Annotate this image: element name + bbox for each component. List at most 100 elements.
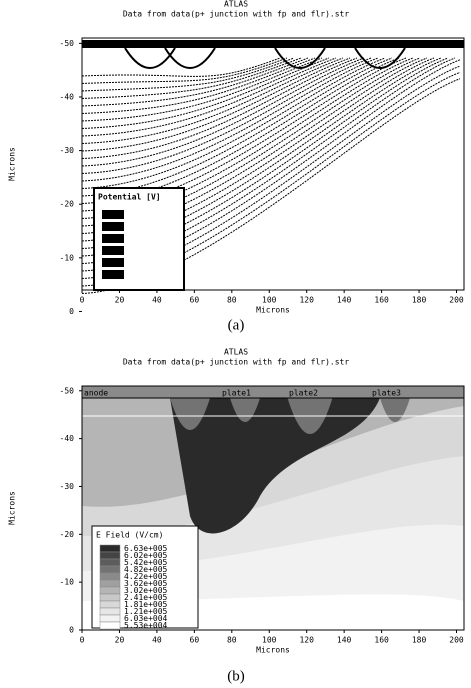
contour-line: [81, 57, 456, 264]
x-tick-label: 160: [374, 296, 389, 305]
contour-line: [81, 57, 372, 174]
contour-line: [81, 57, 288, 84]
electrode-label: plate3: [372, 389, 401, 398]
contour-line: [81, 57, 316, 114]
legend-label: 4.82e+005: [124, 565, 168, 574]
y-tick-label: -20: [60, 200, 75, 209]
x-tick-label: 0: [80, 636, 85, 645]
legend-swatch: [102, 222, 124, 231]
x-tick-label: 160: [374, 636, 389, 645]
program-name: ATLAS: [224, 348, 248, 357]
x-tick-label: 40: [152, 296, 162, 305]
contour-line: [81, 59, 461, 272]
legend-label: 2.41e+005: [124, 593, 168, 602]
x-axis-label: Microns: [256, 646, 290, 655]
contour-line: [81, 57, 323, 122]
legend-swatch: [99, 551, 121, 560]
legend-swatch: [102, 234, 124, 243]
x-tick-label: 80: [227, 296, 237, 305]
junction: [274, 47, 326, 69]
contour-line: [81, 57, 428, 234]
legend-swatch: [99, 621, 121, 630]
device-surface: [81, 385, 465, 399]
contour-line: [81, 57, 379, 182]
x-tick-label: 60: [190, 636, 200, 645]
legend-swatch: [102, 258, 124, 267]
x-tick-label: 120: [299, 636, 314, 645]
electrode-label: plate1: [222, 389, 251, 398]
chart-title: Data from data(p+ junction with fp and f…: [123, 358, 350, 367]
legend-label: 5.42e+005: [124, 558, 168, 567]
x-tick-label: 100: [262, 296, 277, 305]
legend: E Field (V/cm) 6.63e+0056.02e+0055.42e+00…: [91, 525, 199, 630]
contour-line: [81, 71, 461, 287]
x-tick-label: 20: [115, 636, 125, 645]
legend-label: 6.02e+005: [124, 551, 168, 560]
device-surface: [82, 40, 464, 48]
x-tick-label: 0: [80, 296, 85, 305]
legend-swatch: [99, 614, 121, 623]
legend-title: E Field (V/cm): [96, 531, 163, 540]
junction: [354, 47, 406, 69]
legend-swatch: [99, 565, 121, 574]
legend-swatch: [102, 246, 124, 255]
legend-label: 6.63e+005: [124, 544, 168, 553]
contour-line: [81, 78, 461, 294]
y-tick-label: -20: [60, 530, 75, 539]
x-axis-label: Microns: [256, 306, 290, 315]
chart-title: Data from data(p+ junction with fp and f…: [123, 10, 350, 19]
x-tick-label: 180: [412, 296, 427, 305]
legend-label: 1.81e+005: [124, 600, 168, 609]
legend-label: 3.62e+005: [124, 579, 168, 588]
y-tick-label: -30: [60, 146, 75, 155]
y-tick-label: -10: [60, 253, 75, 262]
legend-swatch: [99, 586, 121, 595]
x-tick-label: 180: [412, 636, 427, 645]
legend-swatch: [99, 600, 121, 609]
x-tick-label: 100: [262, 636, 277, 645]
x-tick-label: 40: [152, 636, 162, 645]
y-tick-label: 0: [69, 626, 74, 635]
contour-line: [81, 57, 358, 159]
junction: [164, 47, 216, 69]
contour-line: [81, 57, 365, 167]
legend-swatch: [99, 579, 121, 588]
legend-swatch: [102, 210, 124, 219]
electrode-label: plate2: [289, 389, 318, 398]
legend-swatch: [102, 270, 124, 279]
x-tick-label: 20: [115, 296, 125, 305]
caption: (a): [228, 317, 245, 333]
legend-label: 5.53e+004: [124, 621, 168, 630]
x-tick-label: 80: [227, 636, 237, 645]
x-tick-label: 140: [337, 296, 352, 305]
field-region: [170, 398, 210, 430]
contour-line: [81, 57, 393, 197]
legend-swatch: [99, 607, 121, 616]
contour-line: [81, 57, 386, 189]
legend-title: Potential [V]: [98, 192, 161, 202]
plot-frame: [81, 37, 465, 291]
legend-label: 4.22e+005: [124, 572, 168, 581]
contour-line: [81, 57, 309, 107]
contour-line: [81, 57, 330, 129]
y-tick-label: -40: [60, 434, 75, 443]
contour-line: [81, 57, 295, 92]
x-tick-label: 60: [190, 296, 200, 305]
y-tick-label: -30: [60, 482, 75, 491]
contour-line: [81, 57, 351, 152]
legend-swatch: [99, 544, 121, 553]
legend-swatch: [99, 558, 121, 567]
legend-swatch: [99, 593, 121, 602]
y-tick-label: -40: [60, 92, 75, 101]
caption: (b): [227, 668, 245, 684]
contour-line: [81, 57, 337, 137]
legend-label: 3.02e+005: [124, 586, 168, 595]
field-region: [170, 398, 380, 534]
legend-label: 1.21e+005: [124, 607, 168, 616]
legend-swatch: [99, 572, 121, 581]
x-tick-label: 200: [449, 296, 464, 305]
x-tick-label: 200: [449, 636, 464, 645]
electrode-label: anode: [84, 389, 108, 398]
